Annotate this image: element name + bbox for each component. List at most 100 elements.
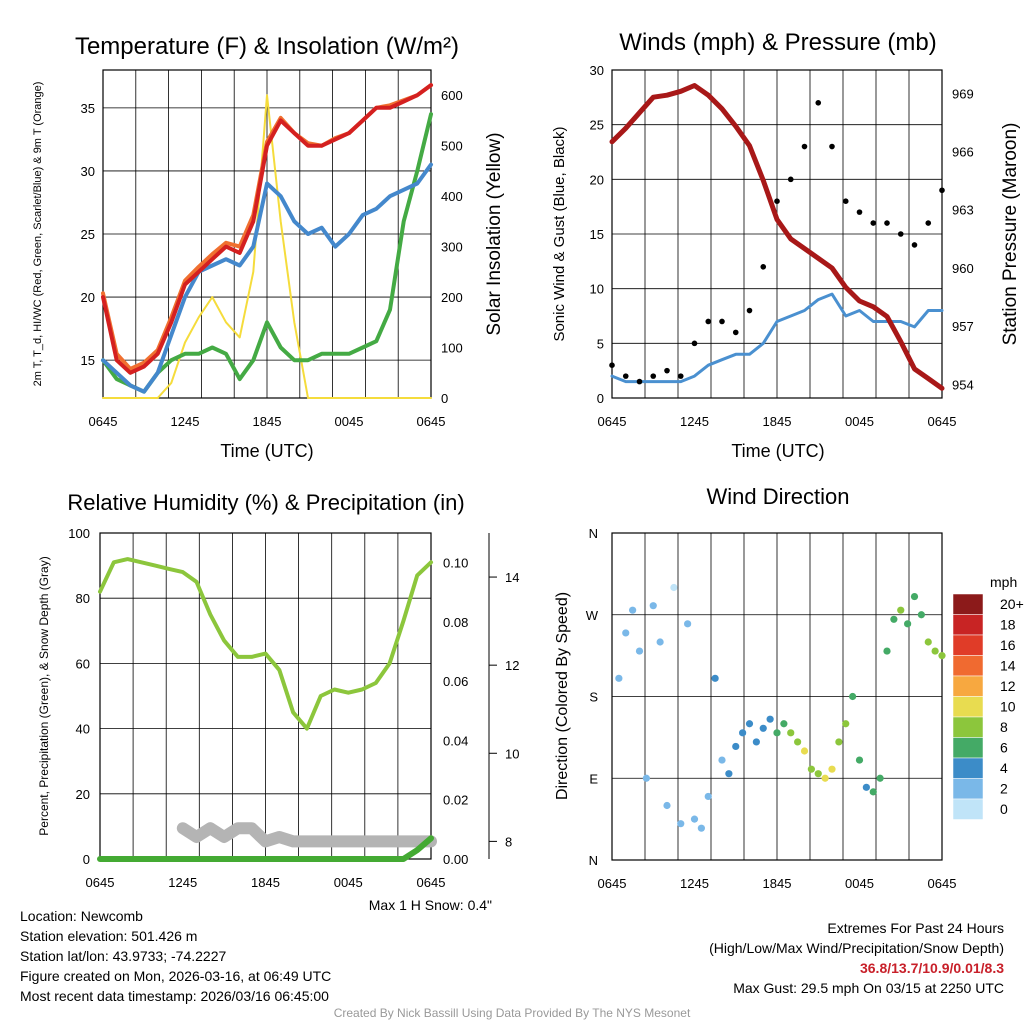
wind-gust-point bbox=[774, 198, 780, 204]
rh-title: Relative Humidity (%) & Precipitation (i… bbox=[67, 490, 464, 515]
speed-legend-label: 2 bbox=[1000, 781, 1008, 797]
speed-legend-swatch bbox=[952, 757, 984, 779]
temp-ytick-label: 15 bbox=[81, 353, 95, 368]
wind-gust-point bbox=[815, 100, 822, 106]
temp-xtick-label: 1245 bbox=[171, 414, 200, 429]
speed-legend-swatch bbox=[952, 655, 984, 677]
speed-legend-swatch bbox=[952, 593, 984, 615]
wind-y2tick-label: 963 bbox=[952, 203, 974, 218]
wind-gust-point bbox=[897, 231, 904, 237]
wind-gust-point bbox=[801, 143, 808, 150]
rh-y3tick-label: 12 bbox=[505, 658, 519, 673]
wind-gust-point bbox=[650, 373, 657, 379]
rh-y3tick-label: 10 bbox=[505, 746, 519, 761]
wind-gust-point bbox=[939, 187, 945, 194]
speed-legend-swatch bbox=[952, 675, 984, 697]
dir-point bbox=[697, 824, 705, 832]
temp-y2tick-label: 400 bbox=[441, 189, 463, 204]
dir-point bbox=[814, 770, 822, 778]
dir-point bbox=[718, 756, 726, 764]
dir-point bbox=[855, 756, 864, 764]
temp-xtick-label: 0045 bbox=[335, 414, 364, 429]
dir-point bbox=[677, 820, 685, 828]
temp-xtick-label: 0645 bbox=[89, 414, 118, 429]
speed-legend-swatch bbox=[952, 634, 984, 656]
dir-ytick-label: N bbox=[589, 853, 598, 868]
wind-ytick-label: 25 bbox=[590, 118, 604, 133]
extremes-values: 36.8/13.7/10.9/0.01/8.3 bbox=[859, 960, 1004, 976]
temp-series-solar bbox=[102, 94, 432, 399]
wind-xlabel: Time (UTC) bbox=[731, 441, 824, 461]
dir-point bbox=[725, 770, 733, 778]
dir-xtick-label: 0645 bbox=[598, 876, 627, 891]
temp-y2tick-label: 300 bbox=[441, 240, 463, 255]
rh-ytick-label: 60 bbox=[76, 656, 90, 671]
station-info: Location: Newcomb Station elevation: 501… bbox=[20, 906, 331, 1006]
dir-point bbox=[890, 615, 898, 623]
wind-xtick-label: 1845 bbox=[763, 414, 792, 429]
wind-xtick-label: 0045 bbox=[845, 414, 874, 429]
rh-ytick-label: 0 bbox=[83, 852, 90, 867]
dir-point bbox=[711, 674, 719, 682]
wind-pressure-line bbox=[609, 83, 945, 391]
wind-gust-point bbox=[911, 242, 918, 248]
speed-legend-label: 16 bbox=[1000, 637, 1016, 653]
location-text: Location: Newcomb bbox=[20, 908, 143, 924]
dir-point bbox=[869, 788, 877, 796]
dir-point bbox=[897, 606, 905, 614]
dir-xtick-label: 0045 bbox=[845, 876, 874, 891]
wind-frame bbox=[611, 69, 943, 399]
dir-point bbox=[622, 629, 630, 637]
speed-legend-label: 18 bbox=[1000, 617, 1016, 633]
dir-point bbox=[759, 724, 767, 732]
dir-point bbox=[931, 647, 939, 655]
wind-gust-point bbox=[829, 143, 835, 150]
wind-gust-point bbox=[732, 329, 739, 336]
wind-xtick-label: 1245 bbox=[680, 414, 709, 429]
latlon-text: Station lat/lon: 43.9733; -74.2227 bbox=[20, 948, 227, 964]
rh-snow-line bbox=[176, 822, 437, 848]
dir-point bbox=[910, 592, 919, 601]
dir-ytick-label: N bbox=[589, 526, 598, 541]
dir-point bbox=[745, 720, 754, 728]
dir-point bbox=[924, 638, 932, 646]
rh-y3tick-label: 14 bbox=[505, 570, 519, 585]
dir-point bbox=[690, 815, 699, 823]
temp-ylabel: 2m T, T_d, HI/WC (Red, Green, Scarlet/Bl… bbox=[32, 82, 44, 387]
wind-gust-point bbox=[787, 176, 794, 183]
wind-gust-point bbox=[691, 340, 698, 347]
extremes-subtitle: (High/Low/Max Wind/Precipitation/Snow De… bbox=[709, 940, 1004, 956]
dir-point bbox=[684, 620, 692, 628]
wind-gust-point bbox=[636, 378, 643, 385]
dir-point bbox=[732, 742, 740, 751]
wind-gust-point bbox=[677, 373, 684, 379]
dir-ytick-label: S bbox=[589, 690, 598, 705]
rh-xtick-label: 0645 bbox=[86, 875, 115, 890]
temp-y2tick-label: 500 bbox=[441, 139, 463, 154]
extremes-title: Extremes For Past 24 Hours bbox=[827, 920, 1004, 936]
dir-point bbox=[794, 738, 802, 746]
rh-ytick-label: 100 bbox=[68, 526, 90, 541]
rh-y2tick-label: 0.06 bbox=[443, 674, 468, 689]
wind-gust-point bbox=[746, 307, 753, 314]
dir-point bbox=[828, 765, 836, 773]
temp-xtick-label: 1845 bbox=[253, 414, 282, 429]
temp-series-2m-t bbox=[101, 83, 433, 375]
rh-y2tick-label: 0.08 bbox=[443, 615, 468, 630]
max-gust-text: Max Gust: 29.5 mph On 03/15 at 2250 UTC bbox=[733, 980, 1004, 996]
speed-legend-swatch bbox=[952, 798, 984, 820]
rh-ytick-label: 20 bbox=[76, 787, 90, 802]
dir-ytick-label: E bbox=[589, 771, 598, 786]
wind-gust-point bbox=[719, 318, 725, 325]
wind-y2label: Station Pressure (Maroon) bbox=[1000, 123, 1021, 346]
dir-point bbox=[642, 774, 650, 782]
rh-ytick-label: 40 bbox=[76, 722, 90, 737]
rh-y2tick-label: 0.00 bbox=[443, 852, 468, 867]
wind-y2tick-label: 954 bbox=[952, 377, 974, 392]
rh-xtick-label: 1845 bbox=[251, 875, 280, 890]
dir-point bbox=[766, 715, 774, 723]
wind-gust-point bbox=[884, 220, 890, 226]
rh-y3tick-label: 8 bbox=[505, 834, 512, 849]
temp-ytick-label: 35 bbox=[81, 101, 95, 116]
